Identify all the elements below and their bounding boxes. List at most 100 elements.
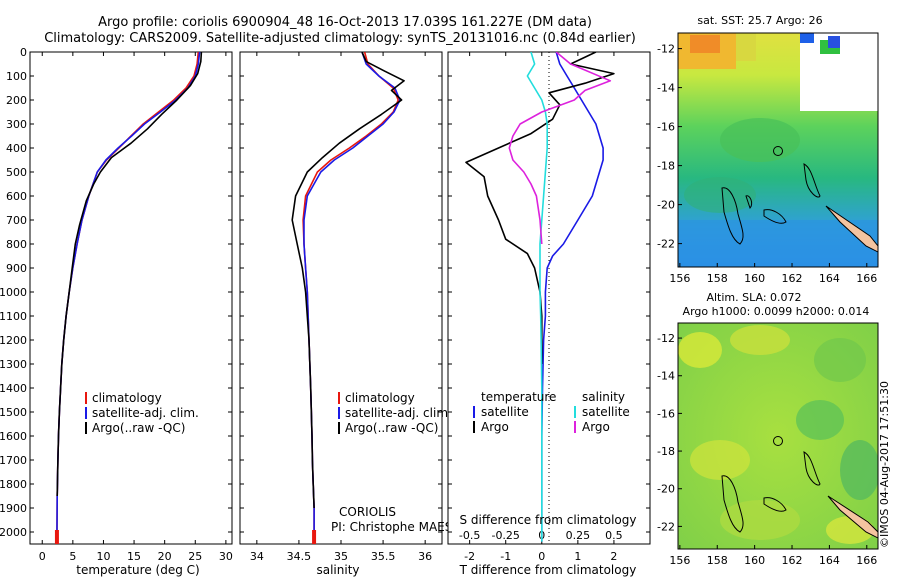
legend-salinity-header: salinity	[582, 390, 625, 404]
depth-tick-label: 1700	[0, 454, 27, 467]
x-tick-label: 10	[96, 550, 110, 563]
depth-tick-label: 800	[6, 238, 27, 251]
x-tick-label: 35.5	[371, 550, 396, 563]
climatology-end-marker	[54, 530, 59, 544]
x-tick-label: 0	[538, 550, 545, 563]
depth-tick-label: 1200	[0, 334, 27, 347]
map-x-tick-label: 160	[744, 554, 765, 567]
depth-tick-label: 700	[6, 214, 27, 227]
sla-map-ticks: 156 158 160 162 164 166 -12 -14 -16 -18 -20 -22	[657, 332, 877, 567]
map-x-tick-label: 162	[782, 554, 803, 567]
series-line-s-argo	[508, 52, 612, 245]
map-y-tick-label: -18	[657, 445, 675, 458]
x-tick-label: -2	[464, 550, 475, 563]
legend-argo: Argo(..raw -QC)	[345, 421, 438, 435]
annotation-coriolis: CORIOLIS	[339, 505, 396, 519]
figure-title-line1: Argo profile: coriolis 6900904_48 16-Oct…	[98, 15, 592, 30]
sla-map-title-2: Argo h1000: 0.0099 h2000: 0.014	[683, 305, 870, 318]
depth-tick-label: 100	[6, 70, 27, 83]
depth-tick-label: 1600	[0, 430, 27, 443]
salinity-ticks: 34 34.5 35 35.5 36	[240, 51, 442, 563]
x-tick-label: 34	[250, 550, 264, 563]
map-y-tick-label: -22	[657, 520, 675, 533]
difference-plot-frame	[447, 51, 651, 545]
legend-climatology: climatology	[345, 391, 415, 405]
x-tick-label: 5	[69, 550, 76, 563]
legend-t-argo: Argo	[481, 420, 509, 434]
depth-tick-label: 1100	[0, 310, 27, 323]
difference-panel: -2 -1 0 1 2-0.5 -0.25 0 0.25 0.5 T difference fr…	[447, 51, 651, 577]
map-y-tick-label: -18	[657, 160, 675, 173]
x-top-tick-label: 0.5	[605, 529, 623, 542]
depth-tick-label: 1000	[0, 286, 27, 299]
series-line-s-satellite	[526, 52, 549, 542]
x-tick-label: 2	[610, 550, 617, 563]
map-x-tick-label: 156	[669, 554, 690, 567]
map-y-tick-label: -12	[657, 43, 675, 56]
depth-tick-label: 900	[6, 262, 27, 275]
legend-s-satellite: satellite	[582, 405, 630, 419]
map-y-tick-label: -20	[657, 199, 675, 212]
temperature-panel: 0100200300400500600700800900100011001200…	[0, 46, 233, 577]
x-tick-label: 30	[219, 550, 233, 563]
map-x-tick-label: 166	[856, 554, 877, 567]
legend-satellite: satellite-adj. clim.	[92, 406, 199, 420]
x-tick-label: 0	[39, 550, 46, 563]
depth-tick-label: 200	[6, 94, 27, 107]
map-y-tick-label: -22	[657, 238, 675, 251]
sla-map-title-1: Altim. SLA: 0.072	[706, 291, 801, 304]
temperature-legend: climatology satellite-adj. clim. Argo(..…	[85, 391, 199, 435]
depth-tick-label: 2000	[0, 526, 27, 539]
depth-tick-labels: 0 100 200 300 400 500 600 700 800 900 1000 1100 1200…	[0, 46, 27, 539]
x-tick-label: 20	[158, 550, 172, 563]
map-x-tick-label: 158	[707, 554, 728, 567]
salinity-legend: climatology satellite-adj. clim. Argo(..…	[338, 391, 452, 435]
map-y-tick-label: -14	[657, 370, 675, 383]
x-tick-label: 25	[188, 550, 202, 563]
series-line-t-argo	[465, 52, 615, 364]
legend-satellite: satellite-adj. clim.	[345, 406, 452, 420]
map-y-tick-label: -16	[657, 121, 675, 134]
map-y-tick-label: -14	[657, 82, 675, 95]
temperature-xlabel: temperature (deg C)	[76, 563, 199, 577]
x-tick-label: 35	[334, 550, 348, 563]
sla-map: Altim. SLA: 0.072 Argo h1000: 0.0099 h20…	[657, 291, 879, 567]
depth-tick-label: 1300	[0, 358, 27, 371]
map-x-tick-label: 156	[669, 272, 690, 285]
temperature-lines	[54, 52, 203, 544]
difference-lines	[465, 52, 615, 542]
map-y-tick-label: -20	[657, 483, 675, 496]
figure-title-line2: Climatology: CARS2009. Satellite-adjuste…	[44, 31, 636, 46]
legend-s-argo: Argo	[582, 420, 610, 434]
map-x-tick-label: 164	[819, 272, 840, 285]
salinity-panel: 34 34.5 35 35.5 36 salinity climatology sate…	[239, 51, 452, 577]
depth-tick-label: 500	[6, 166, 27, 179]
depth-tick-label: 0	[20, 46, 27, 59]
x-tick-label: 34.5	[287, 550, 312, 563]
temperature-ticks: 0 5 10 15 20 25 30	[30, 51, 233, 563]
imos-watermark: ©IMOS 04-Aug-2017 17:51:30	[878, 381, 891, 548]
x-tick-label: -1	[500, 550, 511, 563]
climatology-end-marker	[312, 530, 317, 544]
depth-tick-label: 600	[6, 190, 27, 203]
depth-tick-label: 300	[6, 118, 27, 131]
x-tick-label: 36	[418, 550, 432, 563]
x-tick-label: 15	[127, 550, 141, 563]
temperature-plot-frame	[29, 51, 233, 545]
salinity-xlabel: salinity	[316, 563, 359, 577]
salinity-lines	[291, 52, 405, 544]
salinity-plot-frame	[239, 51, 443, 545]
annotation-pi: PI: Christophe MAES	[331, 520, 452, 534]
sla-argo-marker	[773, 436, 783, 446]
legend-temperature-header: temperature	[481, 390, 556, 404]
legend-climatology: climatology	[92, 391, 162, 405]
map-x-tick-label: 162	[782, 272, 803, 285]
depth-tick-label: 1400	[0, 382, 27, 395]
sst-map-title: sat. SST: 25.7 Argo: 26	[697, 14, 822, 27]
map-x-tick-label: 160	[744, 272, 765, 285]
sst-map-ticks: 156 158 160 162 164 166 -12 -14 -16 -18 -20 -22	[657, 43, 877, 285]
map-x-tick-label: 166	[856, 272, 877, 285]
map-x-tick-label: 164	[819, 554, 840, 567]
depth-tick-label: 1900	[0, 502, 27, 515]
difference-legend: temperature salinity satellite Argo sate…	[473, 390, 630, 434]
